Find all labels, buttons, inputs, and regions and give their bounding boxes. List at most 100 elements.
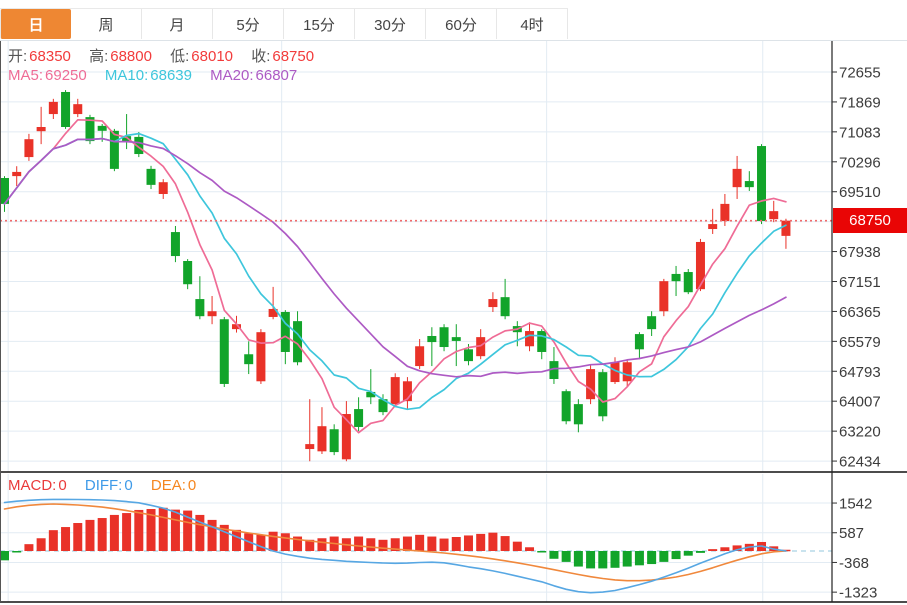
macd-bar <box>0 551 9 561</box>
macd-bar <box>134 509 144 551</box>
close-legend: 收: 68750 <box>251 48 315 65</box>
candle-body <box>341 414 351 460</box>
macd-bar <box>36 538 46 551</box>
candle-body <box>744 181 754 188</box>
candle-body <box>231 324 241 330</box>
candle-body <box>659 281 669 312</box>
macd-bar <box>73 523 83 551</box>
axis-label: 1542 <box>839 496 872 513</box>
candle-body <box>170 232 180 257</box>
macd-bar <box>366 538 376 551</box>
candle-body <box>329 429 339 453</box>
candle-body <box>280 312 290 352</box>
open-legend: 开: 68350 <box>8 48 71 65</box>
axis-label: 67938 <box>839 244 881 261</box>
candle-body <box>256 332 266 382</box>
candle-body <box>634 334 644 350</box>
tab-15min[interactable]: 15分 <box>284 9 355 39</box>
macd-bar <box>24 544 34 551</box>
tabbar-bottom-border <box>0 40 907 41</box>
macd-bar <box>671 551 681 560</box>
candle-body <box>586 369 596 400</box>
axis-label: 62434 <box>839 454 881 471</box>
tab-4hour[interactable]: 4时 <box>497 9 568 39</box>
candle-body <box>598 372 608 417</box>
candle-body <box>500 297 510 317</box>
candle-body <box>757 146 767 222</box>
candle-body <box>146 168 156 185</box>
candle-body <box>415 346 425 367</box>
candle-body <box>573 404 583 425</box>
candle-body <box>61 91 71 128</box>
macd-bar <box>451 537 461 551</box>
candle-body <box>390 377 400 405</box>
axis-label: -368 <box>839 555 869 572</box>
macd-bar <box>463 535 473 551</box>
tab-60min[interactable]: 60分 <box>426 9 497 39</box>
tab-month[interactable]: 月 <box>142 9 213 39</box>
macd-bar <box>109 514 119 551</box>
macd-bar <box>354 536 364 551</box>
macd-legend: MACD: 0 DIFF: 0 DEA: 0 <box>8 477 210 494</box>
axis-label: 70296 <box>839 154 881 171</box>
axis-label: 67151 <box>839 274 881 291</box>
macd-bar <box>280 533 290 551</box>
candle-body <box>219 319 229 384</box>
candle-body <box>24 139 34 158</box>
candle-body <box>207 311 217 317</box>
macd-bar <box>695 551 705 553</box>
candle-body <box>354 409 364 427</box>
ma20-legend: MA20: 66807 <box>210 67 298 84</box>
macd-bar <box>268 531 278 551</box>
macd-bar <box>427 536 437 551</box>
tab-30min[interactable]: 30分 <box>355 9 426 39</box>
macd-bar <box>708 549 718 551</box>
macd-bar <box>634 551 644 566</box>
macd-bar <box>158 507 168 551</box>
ohlc-legend: 开: 68350 高: 68800 低: 68010 收: 68750 <box>8 45 328 66</box>
tab-week[interactable]: 周 <box>71 9 142 39</box>
macd-bar <box>525 547 535 551</box>
candle-body <box>781 220 791 236</box>
tab-5min[interactable]: 5分 <box>213 9 284 39</box>
candle-body <box>463 349 473 362</box>
axis-label: 64007 <box>839 394 881 411</box>
axis-label: 587 <box>839 525 864 542</box>
candle-body <box>305 444 315 450</box>
macd-bar <box>415 534 425 551</box>
candle-body <box>109 130 119 169</box>
candle-body <box>158 182 168 195</box>
candle-body <box>48 101 58 115</box>
macd-bar <box>683 551 693 556</box>
dea-value-legend: DEA: 0 <box>150 477 197 494</box>
candle-body <box>366 391 376 398</box>
tab-day[interactable]: 日 <box>0 9 71 39</box>
macd-bar <box>97 518 107 551</box>
candle-body <box>36 127 46 132</box>
macd-bar <box>256 534 266 551</box>
macd-bar <box>659 551 669 562</box>
macd-bar <box>622 551 632 567</box>
macd-bar <box>378 539 388 551</box>
candle-body <box>622 362 632 382</box>
macd-bar <box>586 551 596 569</box>
candle-body <box>451 337 461 341</box>
ma20-line <box>3 137 787 378</box>
candle-body <box>708 224 718 230</box>
diff-value-legend: DIFF: 0 <box>84 477 133 494</box>
macd-bar <box>85 519 95 551</box>
axis-label: -1323 <box>839 585 877 602</box>
candle-body <box>769 211 779 220</box>
macd-bar <box>219 524 229 551</box>
candle-body <box>671 273 681 282</box>
macd-bar <box>476 533 486 551</box>
diff-line <box>3 498 787 594</box>
current-price-tag: 68750 <box>833 208 907 234</box>
candle-body <box>720 203 730 222</box>
macd-bar <box>12 551 22 553</box>
macd-bar <box>598 551 608 569</box>
candle-body <box>427 335 437 343</box>
macd-bar <box>488 532 498 551</box>
